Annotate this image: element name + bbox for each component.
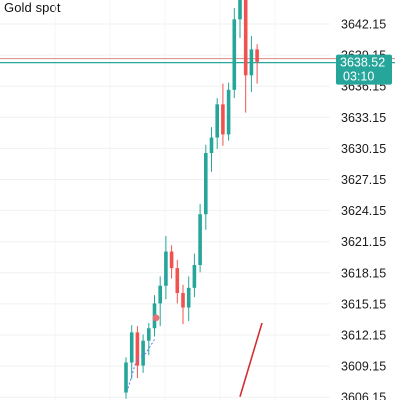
- candle-body: [215, 104, 219, 138]
- candle-body: [181, 293, 185, 308]
- candle-body: [209, 137, 214, 154]
- trend-line: [239, 322, 263, 397]
- candle-body: [243, 0, 248, 76]
- candle-body: [169, 251, 174, 269]
- y-tick-label: 3615.15: [341, 297, 386, 311]
- y-tick-label: 3633.15: [341, 111, 386, 125]
- countdown-label: 03:10: [343, 70, 374, 84]
- candle-body: [186, 287, 191, 308]
- candles: [124, 0, 259, 399]
- reference-price-line: [0, 58, 395, 64]
- candle-body: [135, 332, 140, 366]
- candle-body: [204, 153, 208, 215]
- candle-body: [158, 285, 162, 304]
- marker-dot: [152, 314, 160, 322]
- y-tick-label: 3624.15: [341, 204, 386, 218]
- y-tick-label: 3642.15: [341, 18, 386, 32]
- candle-body: [141, 340, 145, 366]
- y-tick-label: 3618.15: [341, 266, 386, 280]
- candle-body: [147, 328, 151, 341]
- candle-body: [198, 214, 202, 266]
- candle-body: [175, 268, 180, 294]
- dotted-path: [127, 338, 156, 389]
- candle-body: [238, 0, 242, 20]
- y-tick-label: 3621.15: [341, 235, 386, 249]
- candle-body: [221, 104, 225, 135]
- candle-body: [164, 251, 168, 286]
- price-tag-box: [336, 54, 392, 85]
- candle-body: [192, 265, 197, 288]
- y-tick-label: 3612.15: [341, 329, 386, 343]
- y-tick-label: 3630.15: [341, 142, 386, 156]
- y-tick-label: 3609.15: [341, 360, 386, 374]
- candle-body: [226, 89, 231, 135]
- y-tick-label: 3627.15: [341, 173, 386, 187]
- y-tick-label: 3606.15: [341, 391, 386, 400]
- price-grid: [0, 0, 330, 400]
- candle-body: [124, 362, 128, 393]
- candle-body: [232, 19, 237, 90]
- candle-body: [249, 49, 254, 76]
- current-price-label: 3638.52: [340, 56, 385, 70]
- candle-body: [129, 332, 134, 363]
- candle-body: [255, 49, 259, 62]
- chart-title: Gold spot: [4, 0, 61, 15]
- drawing-overlays: [127, 314, 263, 397]
